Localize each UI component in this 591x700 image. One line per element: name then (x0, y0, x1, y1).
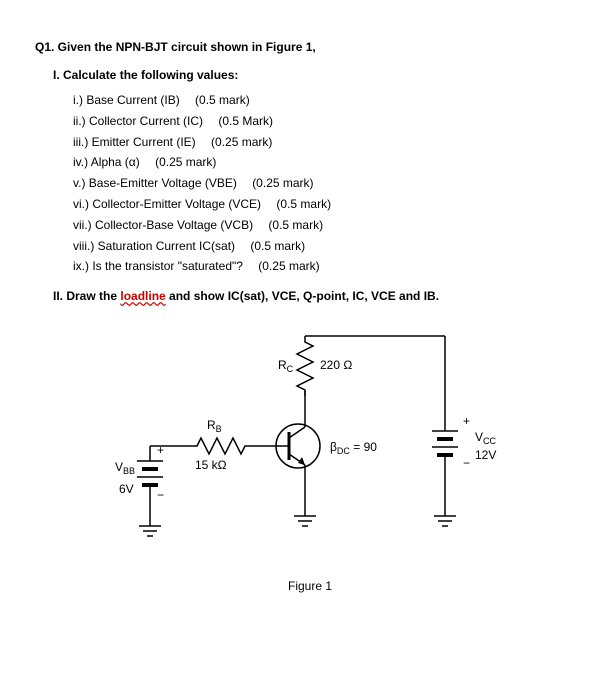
part1-heading: I. Calculate the following values: (53, 68, 556, 82)
item-iii: iii.) Emitter Current (IE) (0.25 mark) (73, 134, 556, 151)
vcc-source: + − (432, 414, 470, 516)
vbb-source: + − (137, 443, 164, 516)
item-label: vi.) Collector-Emitter Voltage (VCE) (73, 197, 261, 211)
rc-value: 220 Ω (320, 358, 352, 372)
item-v: v.) Base-Emitter Voltage (VBE) (0.25 mar… (73, 175, 556, 192)
item-iv: iv.) Alpha (α) (0.25 mark) (73, 154, 556, 171)
rb-resistor (190, 438, 253, 454)
item-mark: (0.25 mark) (252, 176, 313, 190)
item-label: ix.) Is the transistor "saturated"? (73, 259, 243, 273)
vcc-minus: − (463, 456, 470, 470)
item-mark: (0.5 mark) (268, 218, 323, 232)
vcc-value: 12V (475, 448, 496, 462)
item-label: v.) Base-Emitter Voltage (VBE) (73, 176, 237, 190)
item-ii: ii.) Collector Current (IC) (0.5 Mark) (73, 113, 556, 130)
item-vi: vi.) Collector-Emitter Voltage (VCE) (0.… (73, 196, 556, 213)
rc-resistor (297, 336, 313, 396)
item-mark: (0.5 mark) (250, 239, 305, 253)
vcc-plus: + (463, 414, 470, 428)
rb-label: RB (207, 418, 222, 434)
item-label: iv.) Alpha (α) (73, 155, 140, 169)
item-ix: ix.) Is the transistor "saturated"? (0.2… (73, 258, 556, 275)
part1-items: i.) Base Current (IB) (0.5 mark) ii.) Co… (73, 92, 556, 275)
item-mark: (0.5 mark) (276, 197, 331, 211)
vcc-label: VCC (475, 430, 497, 446)
vbb-value: 6V (119, 482, 134, 496)
npn-transistor (276, 401, 320, 516)
item-label: iii.) Emitter Current (IE) (73, 135, 196, 149)
item-i: i.) Base Current (IB) (0.5 mark) (73, 92, 556, 109)
item-label: vii.) Collector-Base Voltage (VCB) (73, 218, 253, 232)
item-mark: (0.25 mark) (258, 259, 319, 273)
rb-value: 15 kΩ (195, 458, 227, 472)
item-label: i.) Base Current (IB) (73, 93, 180, 107)
part2-pre: II. Draw the (53, 289, 120, 303)
figure-caption: Figure 1 (95, 579, 525, 593)
item-mark: (0.5 mark) (195, 93, 250, 107)
part2-heading: II. Draw the loadline and show IC(sat), … (53, 289, 556, 303)
ground-vbb (139, 516, 161, 536)
item-mark: (0.25 mark) (155, 155, 216, 169)
item-mark: (0.5 Mark) (218, 114, 273, 128)
vbb-minus: − (157, 488, 164, 502)
circuit-figure: + − VBB 6V RB 15 kΩ (95, 331, 525, 611)
item-label: ii.) Collector Current (IC) (73, 114, 203, 128)
vbb-label: VBB (115, 460, 135, 476)
vbb-plus: + (157, 443, 164, 457)
ground-vcc (434, 516, 456, 526)
beta-label: βDC = 90 (330, 440, 377, 456)
loadline-text: loadline (120, 289, 165, 303)
item-vii: vii.) Collector-Base Voltage (VCB) (0.5 … (73, 217, 556, 234)
item-mark: (0.25 mark) (211, 135, 272, 149)
part2-post: and show IC(sat), VCE, Q-point, IC, VCE … (166, 289, 439, 303)
ground-emitter (294, 516, 316, 526)
circuit-svg: + − VBB 6V RB 15 kΩ (95, 331, 525, 571)
item-label: viii.) Saturation Current IC(sat) (73, 239, 235, 253)
rc-label: RC (278, 358, 294, 374)
item-viii: viii.) Saturation Current IC(sat) (0.5 m… (73, 238, 556, 255)
question-title: Q1. Given the NPN-BJT circuit shown in F… (35, 40, 556, 54)
